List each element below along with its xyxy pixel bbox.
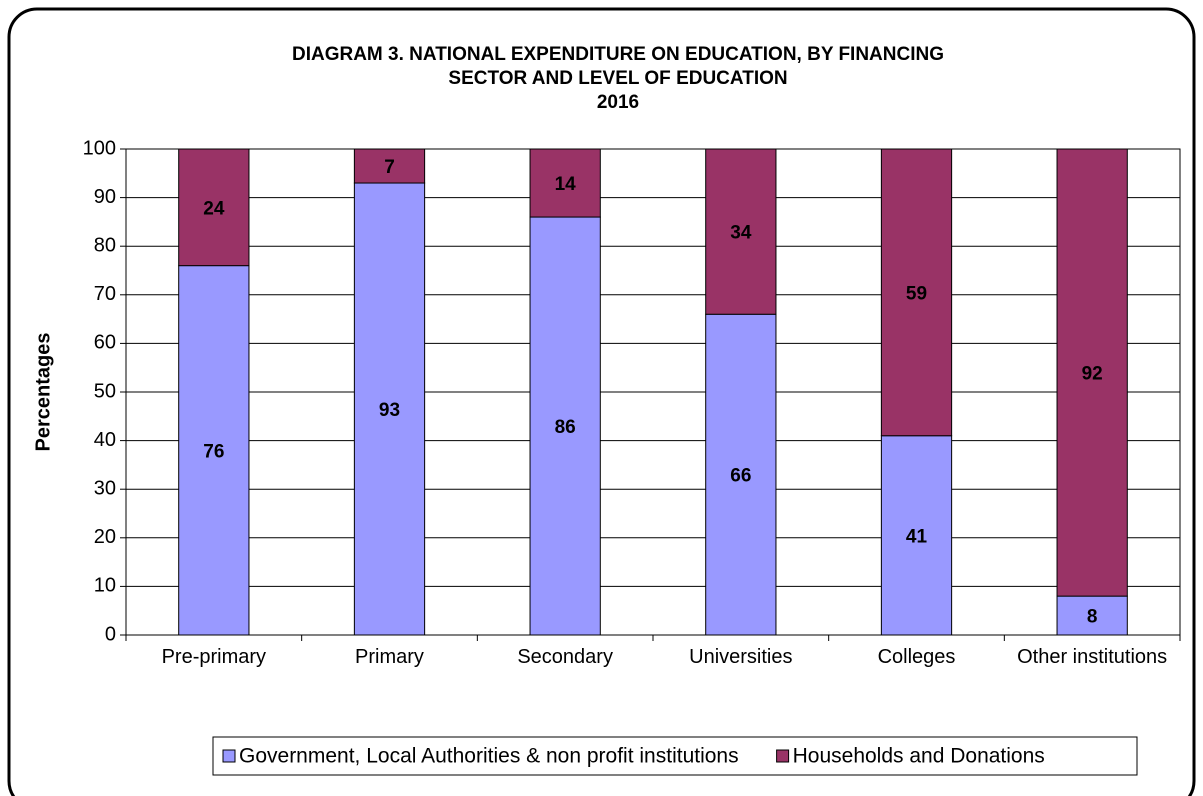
- bar-segment: [353, 148, 426, 184]
- legend-swatch: [776, 749, 790, 763]
- data-label: 66: [730, 466, 751, 487]
- y-tick-label: 30: [94, 477, 116, 499]
- x-tick-label: Pre-primary: [161, 646, 267, 668]
- y-tick-label: 50: [94, 380, 116, 402]
- x-tick-label: Universities: [689, 646, 793, 668]
- data-label: 24: [203, 198, 225, 219]
- bar-segment: [880, 435, 953, 636]
- data-label: 34: [730, 223, 752, 244]
- x-tick-label: Colleges: [877, 646, 956, 668]
- y-tick-label: 10: [94, 575, 116, 597]
- bar-segment: [353, 182, 426, 636]
- y-tick-label: 100: [83, 137, 116, 159]
- y-tick-label: 40: [94, 429, 116, 451]
- bar-segment: [529, 148, 601, 218]
- chart-title: DIAGRAM 3. NATIONAL EXPENDITURE ON EDUCA…: [292, 44, 944, 65]
- data-label: 8: [1087, 607, 1098, 628]
- data-label: 86: [555, 417, 576, 438]
- legend-box: [212, 736, 1138, 776]
- legend-label: Households and Donations: [793, 745, 1045, 768]
- y-tick-label: 60: [94, 332, 116, 354]
- y-tick-label: 0: [105, 623, 116, 645]
- y-tick-label: 90: [94, 186, 116, 208]
- x-tick-label-box: Other institutions: [1017, 646, 1168, 668]
- x-tick-label-box: Primary: [355, 646, 424, 668]
- x-tick-label: Primary: [355, 646, 424, 668]
- data-label: 92: [1082, 364, 1103, 385]
- bar-segment: [178, 265, 250, 636]
- bar-segment: [1056, 148, 1128, 597]
- chart-title: SECTOR AND LEVEL OF EDUCATION: [448, 68, 787, 89]
- bar-segment: [1056, 595, 1128, 636]
- bar-segment: [880, 148, 953, 437]
- data-label: 7: [384, 157, 395, 178]
- data-label: 93: [379, 400, 400, 421]
- x-tick-label-box: Pre-primary: [161, 646, 267, 668]
- x-tick-label-box: Universities: [689, 646, 793, 668]
- bar-segment: [178, 148, 250, 267]
- data-label: 14: [555, 174, 577, 195]
- legend-swatch: [222, 749, 236, 763]
- x-tick-label: Other institutions: [1017, 646, 1168, 668]
- chart-subtitle: 2016: [597, 92, 639, 113]
- bar-segment: [705, 313, 777, 636]
- legend: Government, Local Authorities & non prof…: [222, 745, 1045, 768]
- x-tick-label: Secondary: [517, 646, 613, 668]
- y-tick-label: 80: [94, 234, 116, 256]
- y-tick-label: 20: [94, 526, 116, 548]
- data-label: 59: [906, 283, 927, 304]
- y-axis-label: Percentages: [32, 333, 54, 452]
- bar-segment: [705, 148, 777, 315]
- data-label: 76: [203, 441, 224, 462]
- data-label: 41: [906, 526, 928, 547]
- bar-segment: [529, 216, 601, 636]
- legend-label: Government, Local Authorities & non prof…: [239, 745, 739, 768]
- x-tick-label-box: Colleges: [877, 646, 956, 668]
- y-tick-label: 70: [94, 283, 116, 305]
- x-tick-label-box: Secondary: [517, 646, 613, 668]
